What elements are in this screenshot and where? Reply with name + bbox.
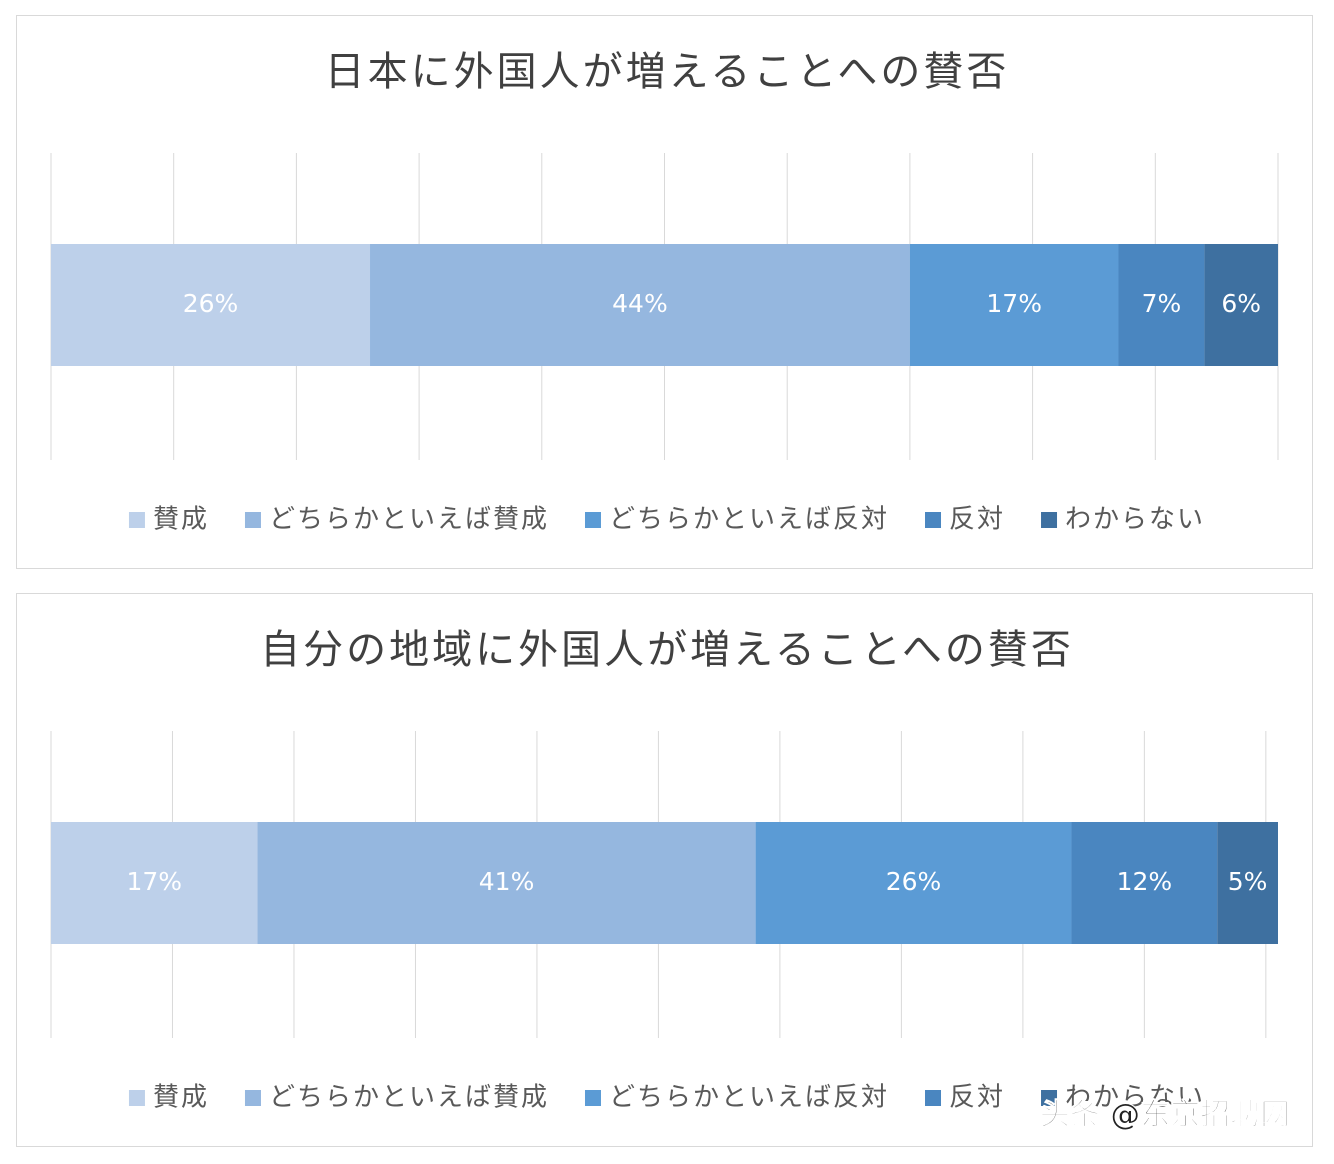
- legend-swatch: [584, 512, 601, 528]
- legend-swatch: [128, 512, 145, 528]
- value-label: 41%: [479, 867, 535, 896]
- value-label: 26%: [183, 289, 239, 318]
- legend: 賛成 どちらかといえば賛成 どちらかといえば反対 反対 わからない: [128, 505, 1205, 535]
- bar-segment: [51, 822, 258, 944]
- legend-swatch: [128, 1090, 145, 1106]
- value-label: 7%: [1142, 289, 1182, 318]
- legend-label: 賛成: [153, 505, 209, 535]
- bar-segment: [257, 822, 756, 944]
- bar-segment: [51, 244, 371, 366]
- legend-label: どちらかといえば反対: [609, 1083, 889, 1113]
- bar-segment: [370, 244, 910, 366]
- chart-title: 自分の地域に外国人が増えることへの賛否: [260, 627, 1074, 673]
- value-label: 17%: [986, 289, 1042, 318]
- legend-label: 反対: [949, 1083, 1005, 1113]
- legend-swatch: [244, 512, 261, 528]
- bar-segment: [1071, 822, 1218, 944]
- bar-segment: [1204, 244, 1278, 366]
- bar-segment: [755, 822, 1072, 944]
- value-label: 17%: [126, 867, 182, 896]
- value-label: 6%: [1221, 289, 1261, 318]
- legend-label: 反対: [949, 505, 1005, 535]
- legend-swatch: [1041, 1090, 1058, 1106]
- legend-swatch: [244, 1090, 261, 1106]
- value-label: 12%: [1117, 867, 1173, 896]
- bar-segment: [909, 244, 1119, 366]
- legend-label: どちらかといえば反対: [609, 505, 889, 535]
- legend-swatch: [584, 1090, 601, 1106]
- legend-label: どちらかといえば賛成: [269, 1083, 549, 1113]
- watermark: 头条 @东京招聘网: [1040, 1098, 1290, 1133]
- chart-title: 日本に外国人が増えることへの賛否: [325, 49, 1010, 95]
- legend-label: どちらかといえば賛成: [269, 505, 549, 535]
- legend-label: 賛成: [153, 1083, 209, 1113]
- legend-label: わからない: [1065, 1083, 1205, 1113]
- value-label: 26%: [886, 867, 942, 896]
- legend-label: わからない: [1065, 505, 1205, 535]
- legend: 賛成 どちらかといえば賛成 どちらかといえば反対 反対 わからない: [128, 1083, 1205, 1113]
- legend-swatch: [925, 512, 942, 528]
- bar-segment: [1217, 822, 1278, 944]
- bar-segment: [1118, 244, 1205, 366]
- value-label: 5%: [1228, 867, 1268, 896]
- value-label: 44%: [612, 289, 668, 318]
- legend-swatch: [925, 1090, 942, 1106]
- legend-swatch: [1041, 512, 1058, 528]
